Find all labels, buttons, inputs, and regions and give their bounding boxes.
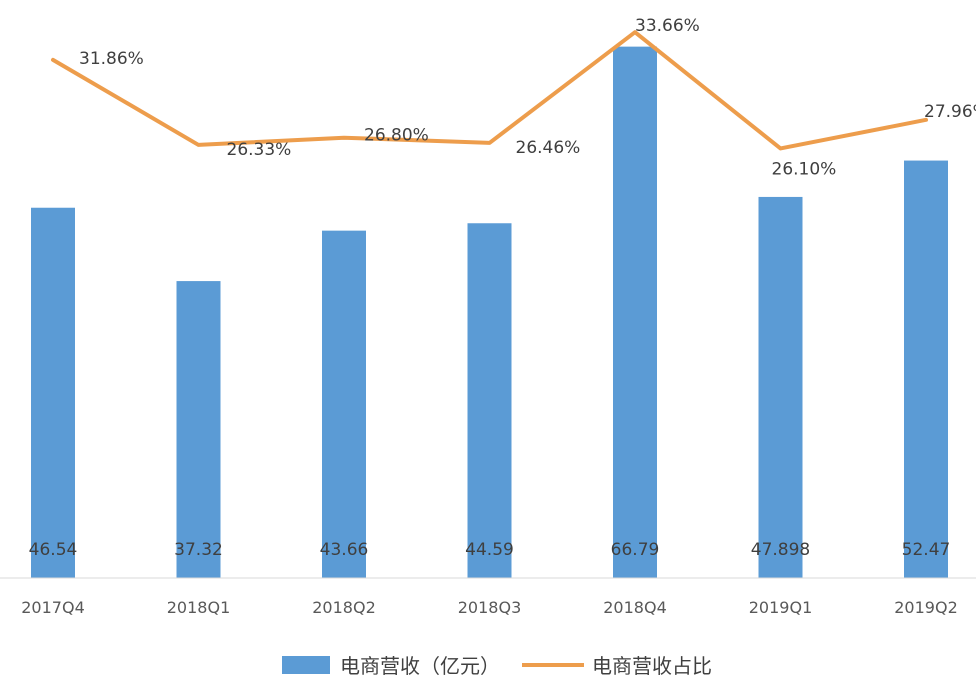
x-tick-label: 2018Q1 (167, 598, 231, 617)
x-tick-label: 2019Q1 (749, 598, 813, 617)
bar-2019Q1 (758, 196, 803, 579)
legend: 电商营收（亿元） 电商营收占比 (282, 654, 712, 678)
line-value-label: 31.86% (79, 49, 144, 69)
line-series: 31.86% 26.33% 26.80% 26.46% 33.66% 26.10% 27.9… (51, 16, 976, 179)
x-tick-label: 2018Q3 (458, 598, 522, 617)
x-axis-ticks: 2017Q4 2018Q1 2018Q2 2018Q3 2018Q4 2019Q1 2019… (21, 598, 958, 617)
bar-2018Q4 (613, 46, 657, 579)
bar-value-label: 44.59 (465, 540, 514, 560)
line-value-label: 26.46% (516, 138, 581, 158)
line-share (51, 30, 928, 151)
x-tick-label: 2019Q2 (894, 598, 958, 617)
bar-2018Q2 (322, 230, 366, 578)
x-tick-label: 2017Q4 (21, 598, 85, 617)
bar-value-label: 47.898 (751, 540, 810, 560)
bar-value-label: 52.47 (902, 540, 951, 560)
bar-value-label: 46.54 (29, 540, 78, 560)
line-value-label: 33.66% (635, 16, 700, 36)
line-value-label: 26.80% (364, 126, 429, 146)
legend-swatch-bar (282, 656, 330, 674)
x-tick-label: 2018Q4 (603, 598, 667, 617)
bar-value-label: 43.66 (320, 540, 369, 560)
line-value-label: 27.96% (924, 102, 976, 122)
bar-2018Q1 (176, 281, 221, 578)
x-tick-label: 2018Q2 (312, 598, 376, 617)
bar-2019Q2 (904, 160, 948, 578)
bar-series: 46.54 37.32 43.66 44.59 66.79 47.898 52.47 (29, 46, 951, 579)
legend-label-line: 电商营收占比 (592, 654, 712, 678)
bar-value-label: 66.79 (611, 540, 660, 560)
legend-label-bar: 电商营收（亿元） (340, 654, 500, 678)
line-value-label: 26.10% (772, 159, 837, 179)
bar-2017Q4 (31, 207, 75, 579)
line-value-label: 26.33% (227, 140, 292, 160)
bar-value-label: 37.32 (174, 540, 223, 560)
bar-2018Q3 (467, 223, 512, 579)
